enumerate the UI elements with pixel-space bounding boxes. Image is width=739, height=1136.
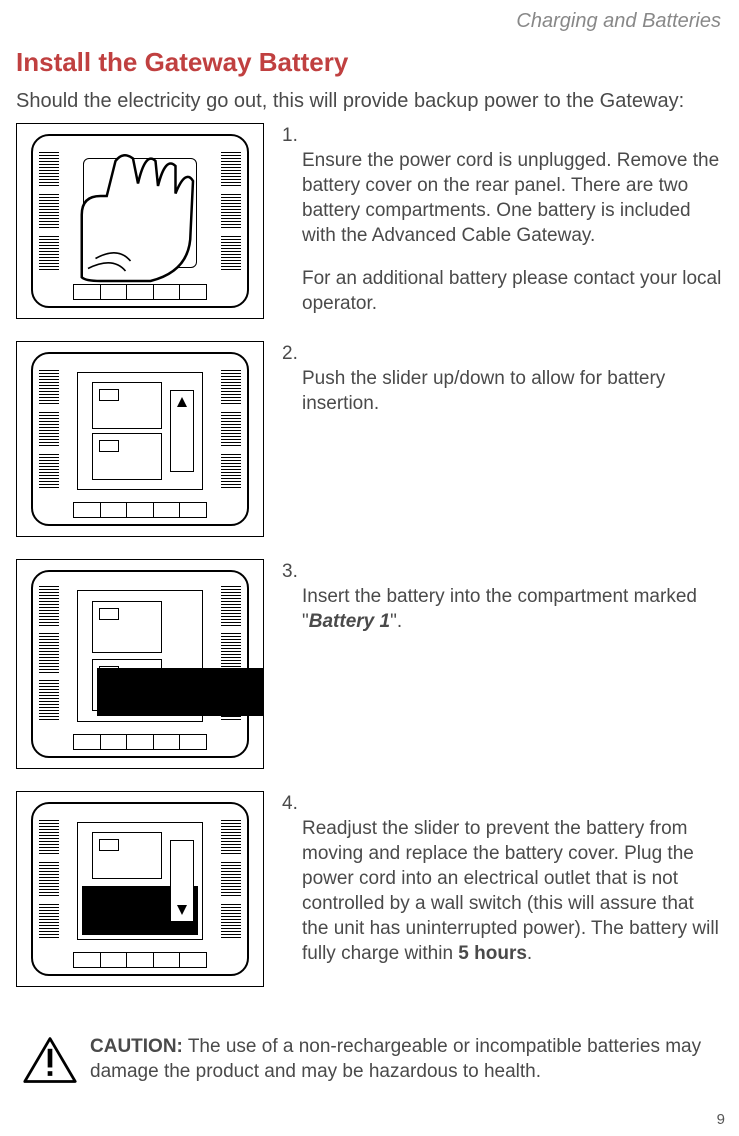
caution-label: CAUTION: <box>90 1036 183 1057</box>
step-3-text: 3.Insert the battery into the compartmen… <box>282 559 723 634</box>
step-1-p2: For an additional battery please contact… <box>282 266 723 316</box>
hand-icon <box>63 146 213 296</box>
step-4-tail: . <box>527 943 532 964</box>
step-2-number: 2. <box>282 343 298 364</box>
page-number: 9 <box>717 1111 725 1128</box>
illustration-step-4 <box>16 791 264 987</box>
step-2-text: 2.Push the slider up/down to allow for b… <box>282 341 723 416</box>
step-3-q1: " <box>302 611 309 632</box>
caution-triangle-icon <box>22 1035 78 1085</box>
illustration-step-2 <box>16 341 264 537</box>
step-2: 2.Push the slider up/down to allow for b… <box>16 341 723 537</box>
step-4: 4.Readjust the slider to prevent the bat… <box>16 791 723 987</box>
step-4-number: 4. <box>282 793 298 814</box>
caution-box: CAUTION: The use of a non-rechargeable o… <box>16 1035 723 1085</box>
step-3-number: 3. <box>282 561 298 582</box>
page-title: Install the Gateway Battery <box>16 47 723 78</box>
step-2-p1: Push the slider up/down to allow for bat… <box>282 366 723 416</box>
illustration-step-3 <box>16 559 264 769</box>
section-header: Charging and Batteries <box>16 10 723 33</box>
illustration-step-1 <box>16 123 264 319</box>
step-1-p1: Ensure the power cord is unplugged. Remo… <box>302 150 719 246</box>
step-1-number: 1. <box>282 125 298 146</box>
step-4-bold: 5 hours <box>458 943 527 964</box>
step-3: 3.Insert the battery into the compartmen… <box>16 559 723 769</box>
step-4-text: 4.Readjust the slider to prevent the bat… <box>282 791 723 967</box>
battery-icon <box>97 668 264 716</box>
step-3-label: Battery 1 <box>309 611 390 632</box>
step-1: 1.Ensure the power cord is unplugged. Re… <box>16 123 723 319</box>
intro-text: Should the electricity go out, this will… <box>16 90 723 113</box>
step-3-lead: Insert the battery into the compartment … <box>302 586 697 607</box>
step-1-text: 1.Ensure the power cord is unplugged. Re… <box>282 123 723 317</box>
step-3-q2: ". <box>390 611 402 632</box>
